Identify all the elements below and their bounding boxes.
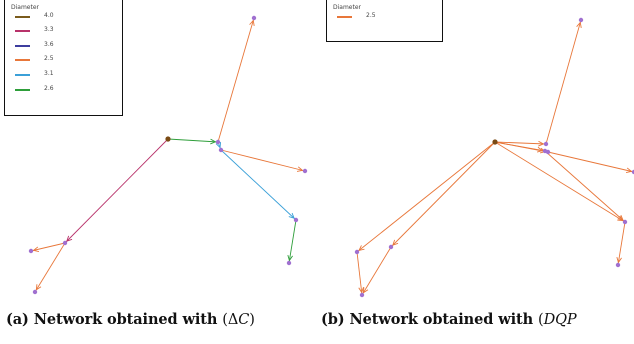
network-panel-b: Diameter 2.5	[317, 0, 634, 300]
legend-label: 3.6	[44, 41, 54, 48]
network-graph-b	[354, 17, 634, 298]
network-node	[388, 244, 394, 250]
edge-arrowhead	[617, 215, 624, 222]
edge-arrowhead	[32, 246, 40, 253]
root-node	[492, 139, 498, 145]
network-edge	[494, 141, 626, 223]
network-edge	[220, 149, 306, 172]
network-node	[286, 260, 292, 266]
network-node	[543, 141, 549, 147]
network-edge	[545, 19, 582, 145]
network-edge	[544, 150, 626, 223]
caption-math-var: C	[238, 312, 250, 328]
legend-label: 4.0	[44, 12, 54, 19]
network-edge	[361, 246, 392, 296]
edge-arrowhead	[296, 166, 304, 172]
network-edge	[288, 219, 297, 264]
legend-swatch	[15, 59, 30, 61]
edge-arrowhead	[287, 254, 293, 262]
network-edge	[547, 151, 634, 173]
network-edge	[34, 242, 66, 293]
network-node	[32, 289, 38, 295]
edge-arrowhead	[392, 239, 399, 246]
edge-arrowhead	[249, 19, 255, 27]
root-node	[165, 136, 171, 142]
network-graph-a	[28, 15, 308, 295]
legend-label: 3.3	[44, 26, 54, 33]
network-node	[545, 149, 551, 155]
caption-a: (a) Network obtained with (ΔC)	[6, 311, 255, 328]
legend-b: Diameter 2.5	[326, 0, 443, 42]
network-edge	[356, 251, 363, 296]
edge-arrowhead	[625, 167, 633, 174]
network-edge	[390, 141, 496, 248]
legend-swatch	[337, 16, 352, 18]
edge-arrowhead	[288, 212, 295, 219]
network-edge	[64, 138, 169, 244]
legend-swatch	[15, 74, 30, 76]
network-node	[293, 217, 299, 223]
edge-arrowhead	[616, 256, 622, 264]
legend-label: 2.5	[44, 55, 54, 62]
network-node	[62, 240, 68, 246]
legend-title: Diameter	[333, 4, 362, 11]
network-panel-a: Diameter 4.0 3.3 3.6 2.5 3.1 2.6	[0, 0, 317, 300]
network-node	[354, 249, 360, 255]
legend-label: 2.6	[44, 85, 54, 92]
caption-math-open: (Δ	[222, 312, 239, 328]
legend-label: 2.5	[366, 12, 376, 19]
network-node	[359, 292, 365, 298]
network-node	[28, 248, 34, 254]
network-edge	[494, 141, 547, 145]
legend-swatch	[15, 89, 30, 91]
network-node	[631, 169, 634, 175]
edge-arrowhead	[66, 235, 73, 242]
network-node	[251, 15, 257, 21]
caption-prefix: (b) Network obtained with	[321, 311, 539, 328]
caption-math-open: (	[538, 312, 544, 328]
network-node	[615, 262, 621, 268]
network-node	[622, 219, 628, 225]
legend-label: 3.1	[44, 70, 54, 77]
network-node	[215, 139, 221, 145]
legend-a: Diameter 4.0 3.3 3.6 2.5 3.1 2.6	[4, 0, 123, 116]
caption-prefix: (a) Network obtained with	[6, 311, 223, 328]
caption-math: (ΔC)	[222, 312, 255, 328]
network-node	[218, 147, 224, 153]
network-edge	[167, 138, 219, 143]
network-edge	[356, 141, 496, 253]
edge-arrowhead	[358, 245, 365, 252]
network-edge	[30, 242, 66, 252]
caption-math-var: DQP	[543, 312, 577, 328]
network-node	[302, 168, 308, 174]
network-edge	[617, 221, 626, 266]
legend-swatch	[15, 45, 30, 47]
legend-swatch	[15, 16, 30, 18]
caption-math-close: )	[249, 312, 255, 328]
edge-arrowhead	[35, 284, 42, 291]
edge-arrowhead	[538, 140, 545, 147]
edge-arrowhead	[210, 138, 217, 145]
caption-b: (b) Network obtained with (DQP	[321, 311, 577, 328]
network-node	[578, 17, 584, 23]
network-edge	[217, 17, 255, 143]
network-edge	[220, 149, 297, 221]
edge-arrowhead	[215, 142, 222, 149]
edge-arrowhead	[576, 21, 582, 29]
legend-title: Diameter	[11, 4, 40, 11]
edge-arrowhead	[358, 287, 364, 294]
network-edge	[494, 141, 549, 153]
caption-math: (DQP	[538, 312, 577, 328]
legend-swatch	[15, 30, 30, 32]
edge-arrowhead	[362, 287, 369, 294]
